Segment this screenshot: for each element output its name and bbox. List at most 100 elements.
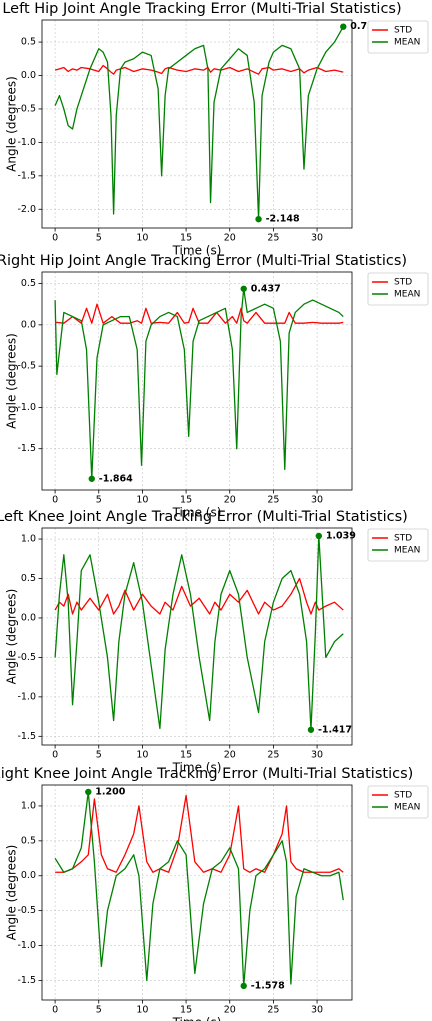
y-axis-label: Angle (degrees) xyxy=(5,333,19,429)
legend-box xyxy=(367,528,429,562)
annotation-label: -1.578 xyxy=(251,980,285,991)
x-tick-label: 15 xyxy=(180,495,192,506)
y-tick-label: 0.0 xyxy=(21,870,36,881)
axes-frame xyxy=(41,271,353,491)
annotation-point xyxy=(255,215,262,223)
series-group xyxy=(54,26,344,220)
x-tick-label: 25 xyxy=(267,1005,279,1016)
x-tick-label: 0 xyxy=(52,495,58,506)
legend-label: MEAN xyxy=(394,290,420,300)
y-tick-label: -0.5 xyxy=(17,103,36,114)
x-tick-label: 0 xyxy=(52,233,58,244)
y-axis-label: Angle (degrees) xyxy=(5,76,19,172)
y-tick-label: -1.5 xyxy=(17,975,36,986)
x-tick-label: 10 xyxy=(136,233,148,244)
axes-frame xyxy=(41,784,353,1001)
legend-label: STD xyxy=(394,278,412,288)
x-axis-label: Time (s) xyxy=(172,761,222,775)
y-tick-label: 0.5 xyxy=(21,573,36,584)
x-tick-label: 0 xyxy=(52,1005,58,1016)
y-tick-label: -1.0 xyxy=(17,691,36,702)
plot-area xyxy=(42,785,352,1000)
axes-frame xyxy=(41,19,353,229)
y-tick-label: 1.0 xyxy=(21,800,36,811)
y-tick-label: 0.0 xyxy=(21,612,36,623)
annotation-label: 1.200 xyxy=(95,786,125,797)
x-tick-label: 20 xyxy=(224,233,236,244)
y-tick-label: 0.5 xyxy=(21,278,36,289)
annotation-point xyxy=(85,788,92,796)
x-tick-label: 25 xyxy=(267,750,279,761)
x-tick-label: 15 xyxy=(180,233,192,244)
legend-box xyxy=(367,20,429,54)
y-tick-label: -0.5 xyxy=(17,361,36,372)
x-tick-label: 15 xyxy=(180,750,192,761)
series-line xyxy=(54,26,344,220)
series-line xyxy=(54,535,344,731)
x-tick-label: 15 xyxy=(180,1005,192,1016)
series-line xyxy=(55,794,344,873)
y-tick-label: -2.0 xyxy=(17,204,36,215)
legend-box xyxy=(367,272,429,306)
x-tick-label: 10 xyxy=(136,1005,148,1016)
series-line xyxy=(54,64,344,75)
legend-label: STD xyxy=(394,26,412,36)
annotation-point xyxy=(307,726,315,733)
legend-label: MEAN xyxy=(394,546,420,556)
chart-title: Right Hip Joint Angle Tracking Error (Mu… xyxy=(0,253,407,269)
y-axis-label: Angle (degrees) xyxy=(5,589,19,685)
y-tick-label: -1.0 xyxy=(17,402,36,413)
x-tick-label: 5 xyxy=(96,233,102,244)
plot-area xyxy=(42,20,352,228)
annotation-label: -1.417 xyxy=(318,724,352,735)
series-group xyxy=(54,288,344,480)
x-tick-label: 5 xyxy=(96,495,102,506)
annotation-label: 0.437 xyxy=(251,283,281,294)
y-tick-label: 0.0 xyxy=(21,70,36,81)
legend-label: STD xyxy=(394,791,412,801)
legend-label: STD xyxy=(394,534,412,544)
y-tick-label: -0.5 xyxy=(17,652,36,663)
plot-area xyxy=(42,272,352,490)
legend-box xyxy=(367,785,429,819)
annotation-label: 0.73 xyxy=(350,21,373,32)
y-tick-label: -1.0 xyxy=(17,137,36,148)
series-group xyxy=(54,791,344,987)
annotation-point xyxy=(88,475,95,482)
annotation-label: -1.864 xyxy=(99,473,133,484)
plot-area xyxy=(42,528,352,745)
x-tick-label: 30 xyxy=(311,1005,323,1016)
chart-title: Left Hip Joint Angle Tracking Error (Mul… xyxy=(2,1,401,17)
x-tick-label: 20 xyxy=(224,1005,236,1016)
y-tick-label: 0.5 xyxy=(21,37,36,48)
y-tick-label: -1.5 xyxy=(17,731,36,742)
y-tick-label: -1.5 xyxy=(17,170,36,181)
x-tick-label: 25 xyxy=(267,233,279,244)
y-tick-label: -0.5 xyxy=(17,905,36,916)
series-line xyxy=(54,791,344,987)
y-axis-label: Angle (degrees) xyxy=(5,845,19,941)
annotation-point xyxy=(240,982,247,990)
chart-title: Right Knee Joint Angle Tracking Error (M… xyxy=(0,766,413,782)
x-tick-label: 0 xyxy=(52,750,58,761)
legend-label: MEAN xyxy=(394,803,420,813)
chart-title: Left Knee Joint Angle Tracking Error (Mu… xyxy=(0,509,408,525)
y-tick-label: 0.5 xyxy=(21,835,36,846)
series-group xyxy=(54,535,344,731)
x-tick-label: 25 xyxy=(267,495,279,506)
legend-label: MEAN xyxy=(394,38,420,48)
y-tick-label: -1.5 xyxy=(17,443,36,454)
x-tick-label: 10 xyxy=(136,750,148,761)
x-tick-label: 30 xyxy=(311,495,323,506)
y-tick-label: -1.0 xyxy=(17,940,36,951)
x-tick-label: 20 xyxy=(224,750,236,761)
series-line xyxy=(54,303,344,324)
series-line xyxy=(54,288,344,480)
x-axis-label: Time (s) xyxy=(172,244,222,258)
annotation-label: -2.148 xyxy=(266,214,300,225)
annotation-point xyxy=(340,23,347,30)
y-tick-label: 0.0 xyxy=(21,319,36,330)
x-tick-label: 20 xyxy=(224,495,236,506)
annotation-point xyxy=(240,285,247,292)
x-tick-label: 30 xyxy=(311,233,323,244)
